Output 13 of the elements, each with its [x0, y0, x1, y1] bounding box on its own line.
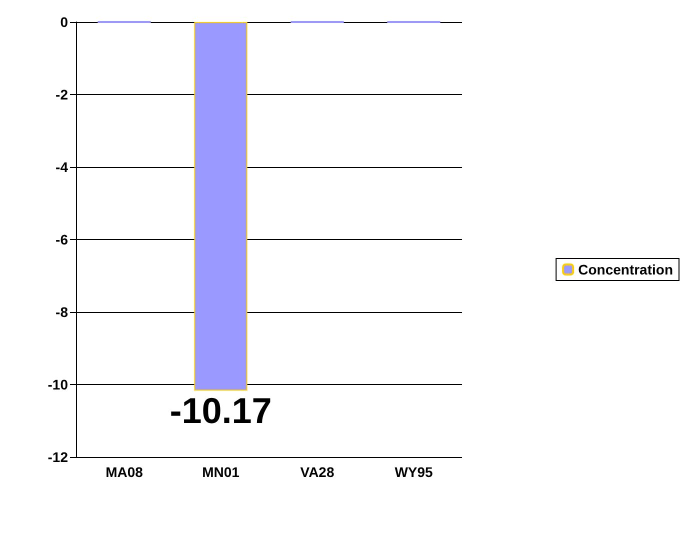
- x-tick-label: WY95: [394, 464, 434, 480]
- data-label: -10.17: [170, 390, 272, 432]
- y-tick-label: -6: [56, 232, 68, 248]
- y-tick-label: -10: [48, 376, 68, 392]
- y-tick-label: -8: [56, 304, 68, 320]
- y-tick-label: -2: [56, 86, 68, 102]
- x-tick-label: MN01: [202, 464, 240, 480]
- legend-label: Concentration: [578, 262, 673, 278]
- x-tick-label: MA08: [106, 464, 144, 480]
- y-tick-label: 0: [60, 14, 68, 30]
- y-tick-label: -12: [48, 449, 68, 465]
- y-tick-label: -4: [56, 159, 68, 175]
- x-tick-label: VA28: [300, 464, 334, 480]
